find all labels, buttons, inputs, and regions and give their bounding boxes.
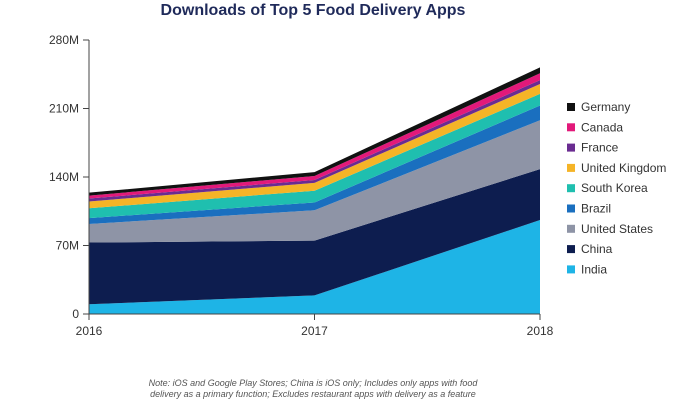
area-china bbox=[89, 169, 540, 305]
legend-swatch-south-korea bbox=[567, 184, 575, 193]
legend-swatch-china bbox=[567, 245, 575, 254]
y-tick-label: 0 bbox=[72, 307, 79, 321]
legend-label-united-kingdom: United Kingdom bbox=[581, 161, 666, 175]
legend-label-united-states: United States bbox=[581, 222, 653, 236]
legend-label-germany: Germany bbox=[581, 100, 630, 114]
legend-label-brazil: Brazil bbox=[581, 202, 611, 216]
area-united-kingdom bbox=[89, 84, 540, 209]
footnote-line-1: Note: iOS and Google Play Stores; China … bbox=[149, 378, 479, 388]
legend-swatch-france bbox=[567, 143, 575, 152]
legend-swatch-brazil bbox=[567, 204, 575, 213]
footnote-line-2: delivery as a primary function; Excludes… bbox=[150, 389, 476, 399]
axes: 0 70M 140M 210M 280M 2016 2017 2018 bbox=[49, 33, 554, 338]
x-tick-label: 2017 bbox=[301, 324, 328, 338]
y-tick-label: 280M bbox=[49, 33, 79, 47]
x-tick-label: 2018 bbox=[527, 324, 554, 338]
legend-swatch-india bbox=[567, 265, 575, 274]
legend-label-france: France bbox=[581, 141, 619, 155]
legend-swatch-canada bbox=[567, 123, 575, 132]
legend-swatch-germany bbox=[567, 103, 575, 111]
area-united-states bbox=[89, 120, 540, 243]
area-india bbox=[89, 220, 540, 314]
legend-label-south-korea: South Korea bbox=[581, 181, 648, 195]
y-tick-label: 70M bbox=[56, 239, 79, 253]
legend: Germany Canada France United Kingdom South K… bbox=[567, 100, 666, 276]
legend-swatch-united-states bbox=[567, 224, 575, 233]
legend-label-china: China bbox=[581, 242, 613, 256]
y-tick-label: 140M bbox=[49, 170, 79, 184]
y-tick-label: 210M bbox=[49, 102, 79, 116]
plot-area bbox=[89, 67, 540, 314]
chart-title: Downloads of Top 5 Food Delivery Apps bbox=[161, 2, 466, 19]
legend-label-india: India bbox=[581, 262, 607, 276]
area-south-korea bbox=[89, 93, 540, 219]
legend-swatch-united-kingdom bbox=[567, 163, 575, 172]
x-tick-label: 2016 bbox=[76, 324, 103, 338]
legend-label-canada: Canada bbox=[581, 120, 623, 134]
